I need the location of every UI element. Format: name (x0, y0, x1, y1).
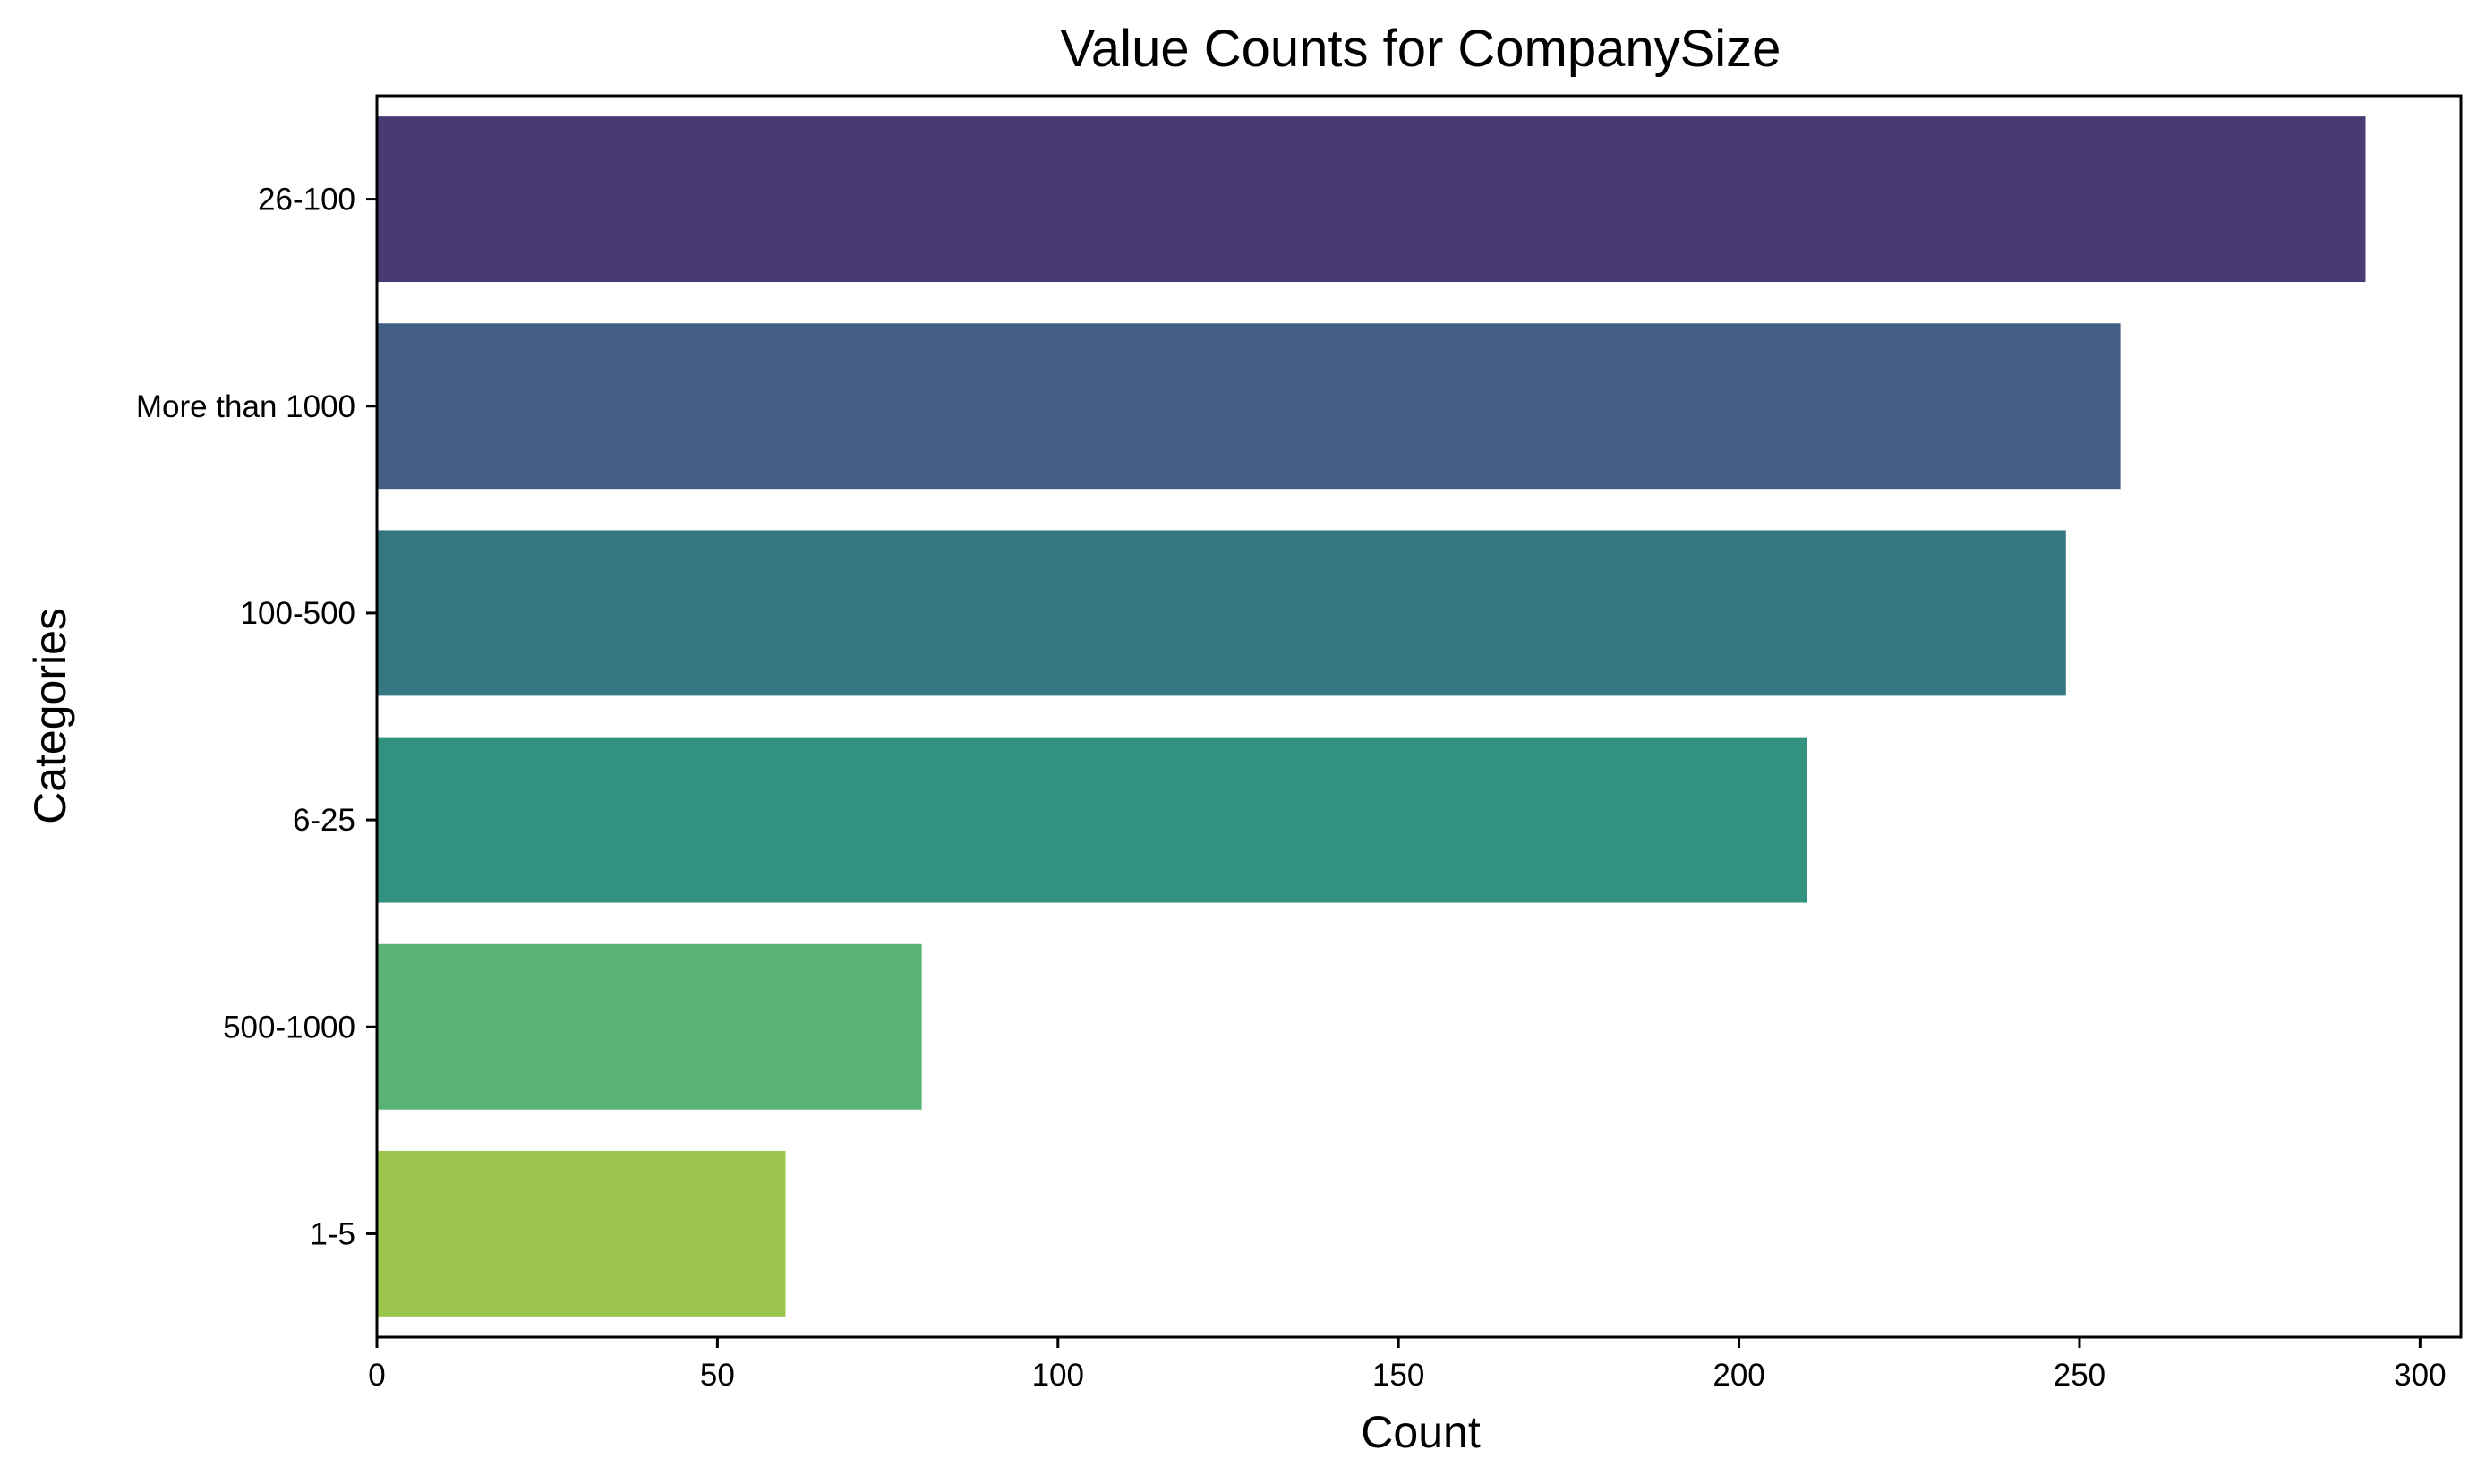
bars-group (377, 116, 2366, 1317)
plot-frame (375, 94, 2463, 1339)
bar-1-5 (377, 1150, 786, 1317)
x-tick-label: 300 (2394, 1358, 2446, 1393)
bar-26-100 (377, 116, 2366, 283)
x-tick-label: 250 (2054, 1358, 2106, 1393)
chart-title: Value Counts for CompanySize (1061, 20, 1781, 78)
y-tick-label: 100-500 (241, 596, 355, 631)
y-tick-label: 500-1000 (223, 1010, 355, 1045)
bar-500-1000 (377, 943, 922, 1110)
bar-6-25 (377, 737, 1807, 903)
bar-100-500 (377, 530, 2066, 696)
y-tick-label: 26-100 (258, 183, 355, 217)
x-tick-label: 50 (700, 1358, 735, 1393)
bar-more-than-1000 (377, 323, 2121, 490)
x-axis-ticks: 0 50 100 150 200 250 300 (368, 1337, 2447, 1393)
x-tick-label: 200 (1713, 1358, 1764, 1393)
x-tick-label: 100 (1032, 1358, 1084, 1393)
y-tick-label: More than 1000 (136, 389, 355, 424)
y-axis-ticks: 26-100 More than 1000 100-500 6-25 500-1000 1… (136, 183, 377, 1251)
x-axis-label: Count (1361, 1407, 1481, 1457)
y-tick-label: 1-5 (310, 1216, 355, 1251)
x-tick-label: 0 (368, 1358, 385, 1393)
y-tick-label: 6-25 (293, 803, 355, 838)
y-axis-label: Categories (25, 608, 75, 824)
x-tick-label: 150 (1372, 1358, 1424, 1393)
